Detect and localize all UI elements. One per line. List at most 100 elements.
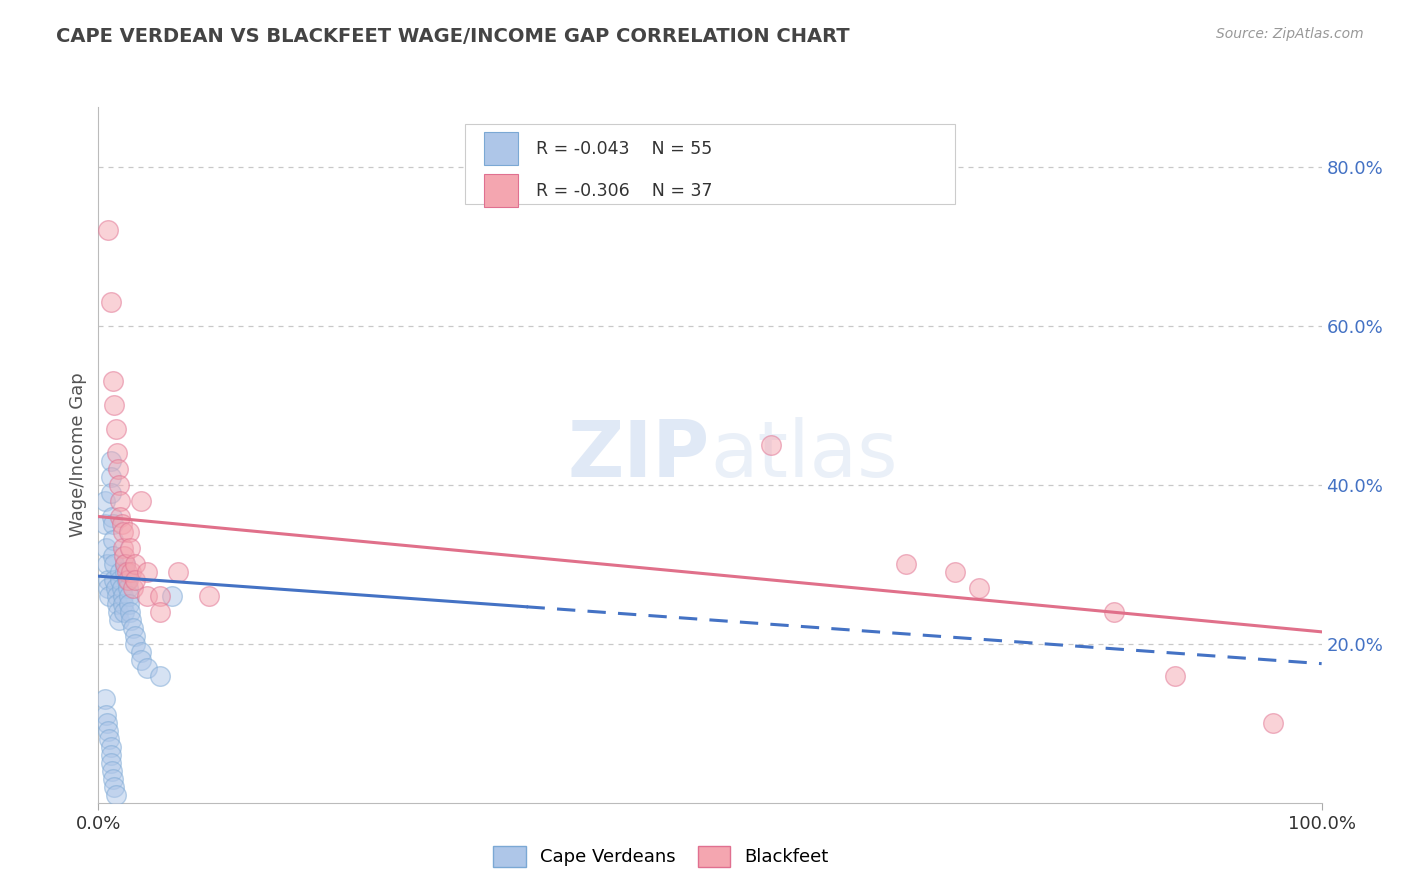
Point — [110, 565, 132, 579]
Point — [100, 454, 122, 468]
Point — [117, 573, 139, 587]
Point — [149, 605, 172, 619]
Point — [118, 597, 141, 611]
Point — [100, 294, 122, 309]
Point — [120, 605, 142, 619]
Point — [97, 573, 120, 587]
Point — [103, 780, 125, 794]
Point — [112, 605, 135, 619]
Bar — [484, 174, 517, 207]
Point — [100, 740, 122, 755]
Text: atlas: atlas — [710, 417, 897, 493]
Point — [101, 764, 124, 778]
Point — [100, 756, 122, 770]
Point — [93, 493, 115, 508]
Point — [1261, 716, 1284, 731]
Point — [129, 645, 152, 659]
Point — [111, 581, 134, 595]
Point — [111, 541, 134, 556]
Text: R = -0.043    N = 55: R = -0.043 N = 55 — [536, 140, 713, 158]
Point — [96, 716, 118, 731]
Point — [93, 692, 115, 706]
Point — [98, 589, 121, 603]
Point — [149, 668, 172, 682]
Point — [108, 613, 131, 627]
Point — [118, 589, 141, 603]
Point — [129, 493, 152, 508]
Point — [136, 660, 159, 674]
Point — [100, 470, 122, 484]
Point — [129, 653, 152, 667]
Point — [1164, 668, 1187, 682]
Point — [110, 509, 132, 524]
Point — [93, 517, 115, 532]
Text: R = -0.306    N = 37: R = -0.306 N = 37 — [536, 182, 713, 200]
FancyBboxPatch shape — [465, 124, 955, 204]
Point — [97, 581, 120, 595]
Point — [103, 573, 125, 587]
Text: CAPE VERDEAN VS BLACKFEET WAGE/INCOME GAP CORRELATION CHART: CAPE VERDEAN VS BLACKFEET WAGE/INCOME GA… — [56, 27, 849, 45]
Text: ZIP: ZIP — [568, 417, 710, 493]
Point — [761, 438, 783, 452]
Point — [100, 748, 122, 763]
Point — [101, 772, 124, 786]
Point — [101, 549, 124, 564]
Point — [136, 589, 159, 603]
Point — [167, 565, 190, 579]
Point — [101, 517, 124, 532]
Point — [967, 581, 990, 595]
Point — [111, 597, 134, 611]
Point — [101, 375, 124, 389]
Point — [96, 558, 118, 572]
Point — [108, 477, 131, 491]
Point — [111, 525, 134, 540]
Point — [110, 493, 132, 508]
Point — [894, 558, 917, 572]
Point — [101, 533, 124, 548]
Point — [160, 589, 183, 603]
Point — [105, 589, 128, 603]
Point — [114, 558, 136, 572]
Legend: Cape Verdeans, Blackfeet: Cape Verdeans, Blackfeet — [486, 838, 837, 874]
Point — [100, 485, 122, 500]
Text: Source: ZipAtlas.com: Source: ZipAtlas.com — [1216, 27, 1364, 41]
Point — [118, 525, 141, 540]
Point — [115, 573, 138, 587]
Point — [124, 573, 146, 587]
Point — [149, 589, 172, 603]
Point — [98, 732, 121, 747]
Point — [124, 629, 146, 643]
Point — [1102, 605, 1125, 619]
Point — [104, 422, 127, 436]
Y-axis label: Wage/Income Gap: Wage/Income Gap — [69, 373, 87, 537]
Point — [124, 637, 146, 651]
Point — [117, 581, 139, 595]
Point — [110, 573, 132, 587]
Point — [120, 541, 142, 556]
Point — [124, 558, 146, 572]
Point — [120, 565, 142, 579]
Point — [120, 613, 142, 627]
Bar — [484, 132, 517, 166]
Point — [97, 223, 120, 237]
Point — [197, 589, 219, 603]
Point — [101, 509, 124, 524]
Point — [121, 621, 143, 635]
Point — [104, 788, 127, 802]
Point — [103, 398, 125, 412]
Point — [94, 708, 117, 723]
Point — [115, 565, 138, 579]
Point — [105, 597, 128, 611]
Point — [97, 724, 120, 739]
Point — [136, 565, 159, 579]
Point — [105, 446, 128, 460]
Point — [943, 565, 966, 579]
Point — [107, 462, 129, 476]
Point — [104, 581, 127, 595]
Point — [94, 541, 117, 556]
Point — [107, 605, 129, 619]
Point — [114, 558, 136, 572]
Point — [121, 581, 143, 595]
Point — [112, 549, 135, 564]
Point — [103, 558, 125, 572]
